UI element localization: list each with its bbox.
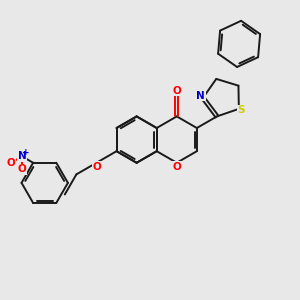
Text: O: O bbox=[172, 162, 181, 172]
Text: O: O bbox=[7, 158, 15, 168]
Text: O: O bbox=[18, 164, 26, 174]
Text: +: + bbox=[22, 148, 30, 157]
Text: N: N bbox=[18, 152, 26, 161]
Text: N: N bbox=[196, 91, 205, 100]
Text: S: S bbox=[238, 105, 245, 116]
Text: O: O bbox=[92, 162, 101, 172]
Text: O: O bbox=[172, 86, 181, 96]
